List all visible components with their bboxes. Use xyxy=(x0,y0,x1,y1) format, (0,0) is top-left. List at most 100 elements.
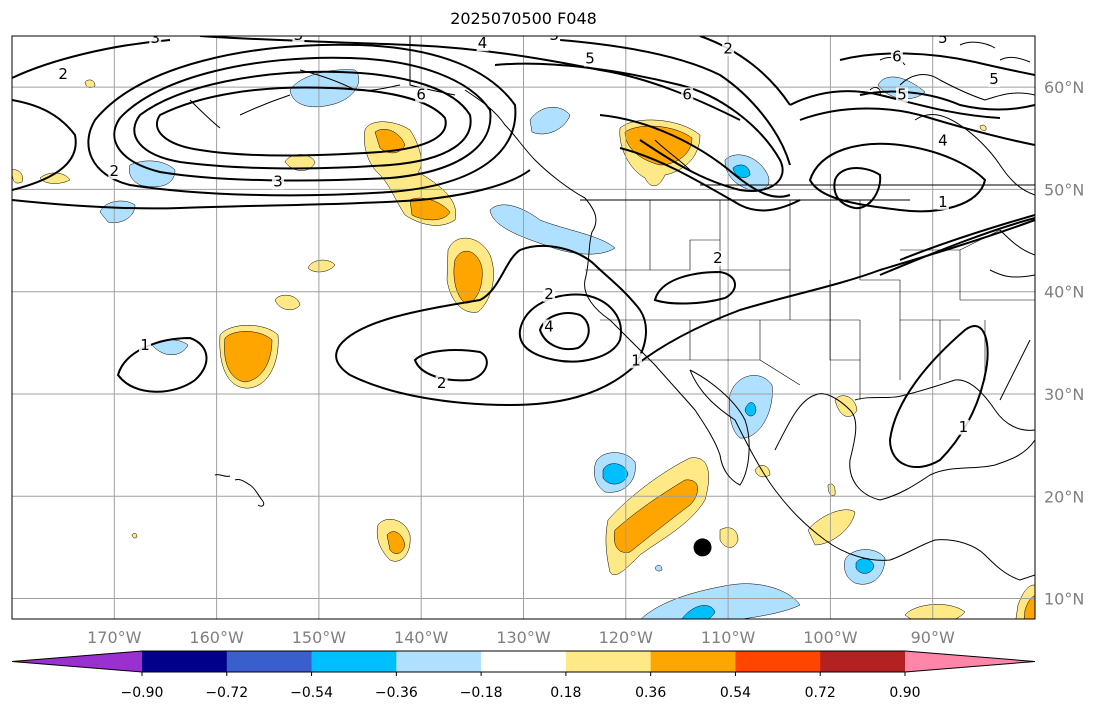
yellow-region xyxy=(719,527,739,548)
colorbar-segment xyxy=(311,651,397,672)
contour-label: 3 xyxy=(150,29,160,47)
contour-label-bg xyxy=(57,66,70,82)
contour-label: 1 xyxy=(959,418,969,436)
contour-label-bg xyxy=(936,133,949,149)
lat-tick-label: 40°N xyxy=(1044,283,1084,302)
contour-label: 1 xyxy=(140,336,150,354)
contour-label-bg xyxy=(435,375,448,391)
cyan-region xyxy=(602,463,629,485)
cyan-region xyxy=(681,605,716,619)
latitude-labels: 10°N 20°N 30°N 40°N 50°N 60°N xyxy=(1044,78,1084,608)
colorbar-segment xyxy=(565,651,652,672)
contour-label-bg xyxy=(681,87,694,103)
contour-label-bg xyxy=(630,353,643,369)
lon-tick-label: 140°W xyxy=(394,628,449,647)
lon-tick-label: 170°W xyxy=(87,628,142,647)
lon-tick-label: 150°W xyxy=(292,628,347,647)
cyan-region xyxy=(855,558,875,574)
contour-label: 2 xyxy=(544,285,554,303)
yellow-region xyxy=(904,604,966,619)
colorbar-segment xyxy=(735,651,821,672)
colorbar-label: 0.72 xyxy=(805,685,836,701)
contour-label-bg xyxy=(108,164,121,180)
longitude-labels: 170°W 160°W 150°W 140°W 130°W 120°W 110°W 100°W… xyxy=(87,628,955,647)
contour-label: 4 xyxy=(544,318,554,336)
colorbar-extend-low xyxy=(12,651,142,672)
yellow-region xyxy=(274,294,301,310)
colorbar-label: −0.72 xyxy=(205,685,248,701)
contour-label: 2 xyxy=(723,39,733,57)
contour-label-bg xyxy=(292,36,305,44)
colorbar-label: 0.54 xyxy=(720,685,751,701)
map-title: 2025070500 F048 xyxy=(450,9,597,28)
contour-label-bg xyxy=(711,251,724,267)
contour-label-bg xyxy=(957,419,970,435)
borders xyxy=(585,200,1035,400)
colorbar-segment xyxy=(650,651,736,672)
yellow-region xyxy=(307,259,336,273)
colorbar-segment xyxy=(396,651,482,672)
lat-tick-label: 60°N xyxy=(1044,78,1084,97)
contour-label-bg xyxy=(583,51,596,67)
lon-tick-label: 120°W xyxy=(599,628,654,647)
contour-label-bg xyxy=(271,174,284,190)
orange-region xyxy=(614,479,698,553)
orange-region xyxy=(224,331,273,383)
colorbar-label: 0.36 xyxy=(635,685,666,701)
location-marker xyxy=(693,538,712,557)
orange-region xyxy=(386,531,406,554)
contour-label: 4 xyxy=(938,131,948,149)
contour-label-bg xyxy=(722,41,735,57)
colorbar-segment xyxy=(820,651,906,672)
map-frame xyxy=(11,35,1036,620)
orange-region xyxy=(409,197,451,221)
blue-region xyxy=(489,204,616,255)
contour-label: 3 xyxy=(294,26,304,44)
colorbar-extend-high xyxy=(905,651,1035,672)
lat-tick-label: 10°N xyxy=(1044,590,1084,609)
contour-label-bg xyxy=(936,36,949,47)
contour-label-bg xyxy=(896,87,909,103)
colorbar-segment xyxy=(226,651,313,672)
contour-label: 5 xyxy=(897,85,907,103)
colorbar xyxy=(11,650,1036,673)
contour-label: 5 xyxy=(938,29,948,47)
blue-region xyxy=(654,564,663,572)
contour-label: 1 xyxy=(938,193,948,211)
colorbar-label: 0.90 xyxy=(889,685,920,701)
colorbar-label: 0.18 xyxy=(550,685,581,701)
lat-tick-label: 20°N xyxy=(1044,487,1084,506)
map-content: 2 2 3 3 3 6 4 3 5 2 6 6 5 5 4 1 2 2 4 2 1 1 1 5 xyxy=(12,26,1035,619)
colorbar-label: −0.54 xyxy=(290,685,333,701)
cyan-region xyxy=(744,402,757,417)
contour-label-bg xyxy=(476,36,489,52)
contour-label-bg xyxy=(548,36,561,44)
contour-lines xyxy=(12,36,1035,469)
contour-label-bg xyxy=(415,87,428,103)
yellow-region xyxy=(827,483,836,496)
yellow-region xyxy=(979,124,987,131)
contour-label: 6 xyxy=(416,85,426,103)
shaded-regions xyxy=(12,69,1035,619)
grid-lines xyxy=(12,36,1035,619)
blue-region xyxy=(529,107,571,135)
lat-tick-label: 50°N xyxy=(1044,180,1084,199)
cyan-region xyxy=(732,164,751,178)
contour-label: 5 xyxy=(989,70,999,88)
lon-tick-label: 160°W xyxy=(189,628,244,647)
orange-region xyxy=(1023,595,1035,619)
contour-label: 3 xyxy=(549,26,559,44)
contour-label-bg xyxy=(149,36,162,47)
contour-label: 3 xyxy=(273,172,283,190)
contour-label-bg xyxy=(988,72,1001,88)
colorbar-segment xyxy=(481,651,567,672)
yellow-region xyxy=(39,172,71,184)
lon-tick-label: 90°W xyxy=(911,628,955,647)
colorbar-label: −0.36 xyxy=(375,685,418,701)
contour-label: 2 xyxy=(437,374,447,392)
contour-label: 4 xyxy=(478,34,488,52)
yellow-region xyxy=(131,533,138,539)
orange-region xyxy=(453,250,483,304)
contour-label: 2 xyxy=(713,249,723,267)
